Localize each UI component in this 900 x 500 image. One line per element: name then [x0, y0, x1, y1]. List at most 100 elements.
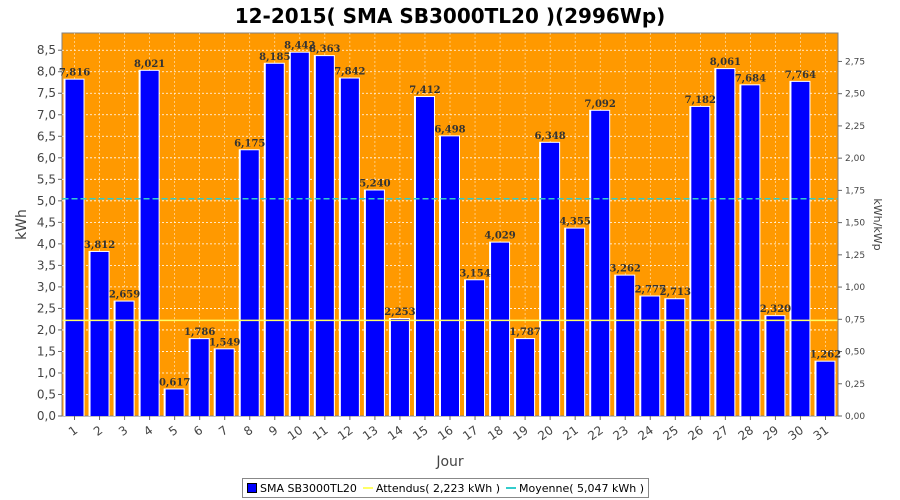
legend-swatch-average	[506, 487, 517, 489]
x-tick-label: 4	[141, 423, 155, 439]
x-tick-label: 6	[191, 423, 205, 439]
value-label: 7,684	[735, 73, 766, 84]
y-tick-label: 4,0	[37, 237, 56, 251]
x-tick-label: 30	[786, 423, 807, 443]
y-tick-label: 8,5	[37, 43, 56, 57]
y-tick-label: 8,0	[37, 65, 56, 79]
bar	[265, 63, 284, 416]
value-label: 4,355	[559, 217, 590, 228]
value-label: 4,029	[484, 231, 515, 242]
legend-item-average: Moyenne( 5,047 kWh )	[506, 482, 644, 495]
bar	[641, 296, 660, 416]
bar	[541, 142, 560, 416]
y-tick-label: 1,5	[37, 344, 56, 358]
bar	[516, 339, 535, 416]
value-label: 1,262	[810, 350, 841, 361]
bar	[766, 316, 785, 416]
y2-tick-label: 1,75	[845, 186, 865, 196]
bar	[791, 81, 810, 416]
bar	[165, 389, 184, 416]
y-tick-label: 5,0	[37, 194, 56, 208]
bar	[190, 339, 209, 416]
x-tick-label: 10	[285, 423, 306, 443]
value-label: 2,253	[384, 307, 415, 318]
legend-label-average: Moyenne( 5,047 kWh )	[519, 481, 645, 495]
x-tick-label: 27	[711, 423, 732, 443]
y2-axis-title: kWh/kWp	[871, 198, 884, 250]
y-tick-label: 2,5	[37, 301, 56, 315]
bar	[140, 70, 159, 416]
bar	[816, 361, 835, 416]
value-label: 7,764	[785, 70, 816, 81]
value-label: 8,185	[259, 52, 290, 63]
y2-tick-label: 2,00	[845, 154, 865, 164]
bar	[90, 251, 109, 416]
x-tick-label: 25	[660, 423, 681, 443]
bar	[365, 190, 384, 416]
value-label: 6,175	[234, 138, 265, 149]
x-tick-label: 21	[560, 423, 581, 443]
y-tick-label: 6,5	[37, 129, 56, 143]
y2-tick-label: 2,25	[845, 122, 865, 132]
x-tick-label: 15	[410, 423, 431, 443]
value-label: 2,659	[109, 290, 140, 301]
legend-item-production: SMA SB3000TL20	[247, 482, 357, 495]
x-tick-label: 11	[310, 423, 331, 443]
bar	[315, 56, 334, 416]
value-label: 3,154	[459, 268, 490, 279]
value-label: 2,320	[760, 304, 791, 315]
x-tick-label: 19	[510, 423, 531, 443]
y-tick-label: 0,5	[37, 387, 56, 401]
bar	[115, 301, 134, 416]
y-axis-title: kWh	[14, 209, 30, 240]
value-label: 6,498	[434, 124, 465, 135]
value-label: 7,842	[334, 67, 365, 78]
x-tick-label: 1	[66, 423, 80, 439]
y-tick-label: 3,5	[37, 258, 56, 272]
y-tick-label: 4,5	[37, 215, 56, 229]
bar	[566, 228, 585, 416]
bar	[466, 280, 485, 416]
value-label: 7,182	[685, 95, 716, 106]
x-tick-label: 17	[460, 423, 481, 443]
x-axis-title: Jour	[435, 454, 464, 470]
legend-swatch-production	[247, 483, 257, 493]
value-label: 8,021	[134, 59, 165, 70]
value-label: 7,816	[59, 68, 90, 79]
y2-tick-label: 0,50	[845, 348, 865, 358]
x-tick-label: 26	[685, 423, 706, 443]
x-tick-label: 16	[435, 423, 456, 443]
legend-label-production: SMA SB3000TL20	[260, 481, 357, 495]
bar	[741, 85, 760, 417]
x-tick-label: 3	[116, 423, 130, 439]
value-label: 7,092	[585, 99, 616, 110]
y2-tick-label: 2,50	[845, 90, 865, 100]
value-label: 2,777	[635, 284, 666, 295]
bar	[415, 97, 434, 417]
x-tick-label: 5	[166, 423, 180, 439]
x-tick-label: 31	[811, 423, 832, 443]
y2-tick-label: 1,00	[845, 283, 865, 293]
value-label: 7,412	[409, 85, 440, 96]
y-tick-label: 1,0	[37, 366, 56, 380]
bar	[591, 110, 610, 417]
legend-swatch-expected	[362, 487, 373, 489]
bar	[340, 78, 359, 416]
bar	[215, 349, 234, 416]
bar	[65, 79, 84, 417]
x-tick-label: 8	[241, 423, 255, 439]
x-tick-label: 12	[335, 423, 356, 443]
y-tick-label: 3,0	[37, 280, 56, 294]
bar	[290, 52, 309, 416]
bar	[716, 69, 735, 416]
y2-tick-label: 2,75	[845, 57, 865, 67]
bar	[666, 299, 685, 416]
x-tick-label: 23	[610, 423, 631, 443]
value-label: 1,786	[184, 327, 215, 338]
value-label: 2,713	[660, 287, 691, 298]
x-tick-label: 22	[585, 423, 606, 443]
x-tick-label: 24	[635, 423, 656, 443]
value-label: 5,240	[359, 179, 390, 190]
bar	[240, 150, 259, 417]
